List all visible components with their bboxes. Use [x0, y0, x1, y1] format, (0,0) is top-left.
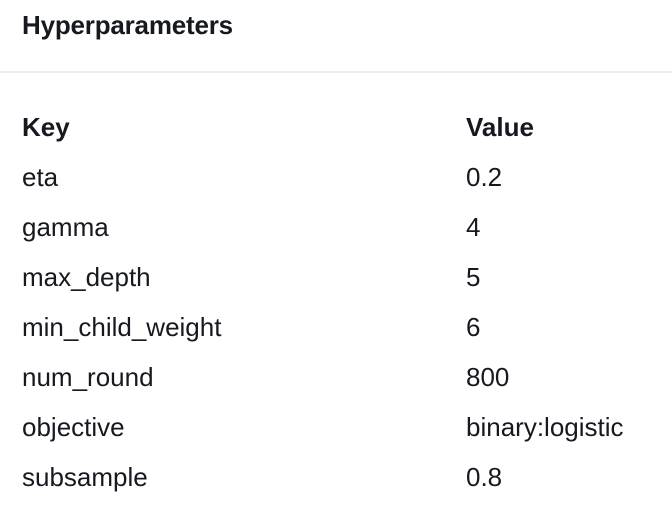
row-key: eta [22, 162, 59, 192]
row-value: 0.2 [466, 162, 503, 192]
row-key: min_child_weight [22, 312, 222, 342]
row-value: 800 [466, 362, 510, 392]
table-row: min_child_weight 6 [0, 302, 672, 352]
column-header-value: Value [466, 112, 534, 142]
table-row: num_round 800 [0, 352, 672, 402]
hyperparameters-table: Key Value eta 0.2 gamma 4 max_depth 5 mi… [0, 102, 672, 502]
table-header-row: Key Value [0, 102, 672, 152]
row-key: num_round [22, 362, 154, 392]
column-header-key: Key [22, 112, 70, 142]
table-row: subsample 0.8 [0, 452, 672, 502]
panel-title: Hyperparameters [22, 10, 233, 40]
row-value: 5 [466, 262, 481, 292]
table-row: max_depth 5 [0, 252, 672, 302]
row-value: 0.8 [466, 462, 503, 492]
row-key: gamma [22, 212, 109, 242]
table-row: objective binary:logistic [0, 402, 672, 452]
table-row: gamma 4 [0, 202, 672, 252]
row-value: binary:logistic [466, 412, 624, 442]
row-key: subsample [22, 462, 148, 492]
row-value: 4 [466, 212, 481, 242]
row-key: max_depth [22, 262, 151, 292]
table-row: eta 0.2 [0, 152, 672, 202]
row-value: 6 [466, 312, 481, 342]
row-key: objective [22, 412, 125, 442]
panel-header: Hyperparameters [0, 0, 672, 73]
